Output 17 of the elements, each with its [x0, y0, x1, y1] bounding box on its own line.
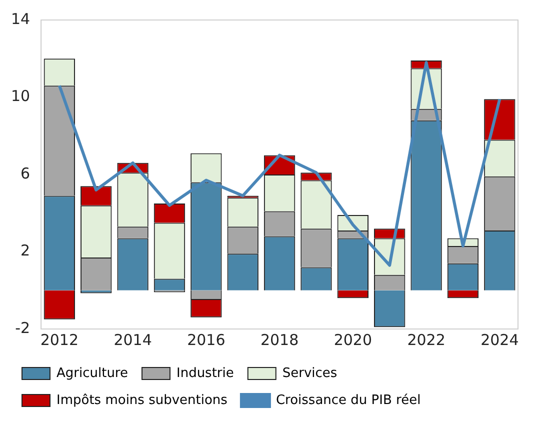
x-tick-label: 2020 [334, 330, 372, 349]
legend-label: Croissance du PIB réel [276, 392, 421, 408]
x-tick-label: 2022 [407, 330, 446, 349]
x-tick-label: 2014 [114, 330, 152, 349]
x-tick-label: 2018 [260, 330, 299, 349]
x-tick-label: 2024 [480, 330, 519, 349]
x-tick-label: 2016 [187, 330, 226, 349]
y-tick-label: 14 [10, 10, 30, 28]
legend-label: Agriculture [56, 366, 128, 381]
y-tick-label: 2 [20, 242, 30, 260]
legend-label: Services [282, 366, 338, 381]
legend-label: Industrie [176, 366, 234, 381]
y-tick-label: 10 [10, 87, 30, 106]
x-tick-label: 2012 [40, 330, 79, 349]
y-tick-label: 6 [20, 164, 30, 182]
legend-label: Impôts moins subventions [56, 392, 228, 408]
y-tick-label: -2 [15, 318, 30, 337]
